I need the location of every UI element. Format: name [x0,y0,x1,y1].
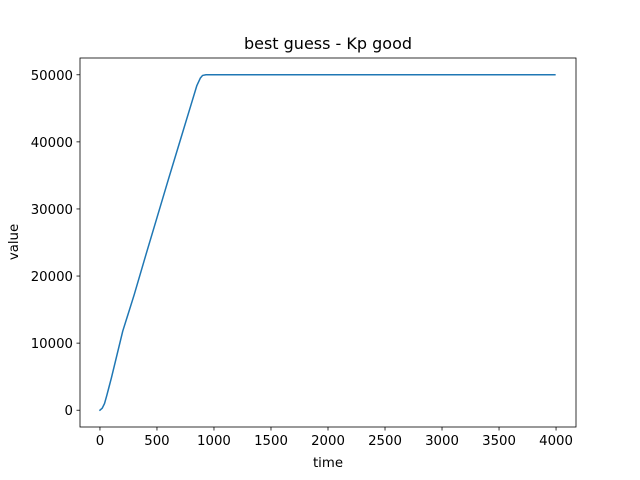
x-tick-label: 500 [144,434,169,449]
x-tick-label: 2500 [368,434,402,449]
y-tick-label: 10000 [31,337,73,352]
x-tick-label: 2000 [311,434,345,449]
chart-title: best guess - Kp good [244,34,412,53]
y-axis-ticks: 0 10000 20000 30000 40000 50000 [31,69,80,419]
y-tick-label: 30000 [31,203,73,218]
x-tick-label: 0 [96,434,104,449]
y-tick-label: 50000 [31,69,73,84]
y-tick-label: 0 [65,404,73,419]
y-tick-label: 40000 [31,136,73,151]
series-line [98,74,556,412]
x-tick-label: 3500 [482,434,516,449]
x-tick-label: 1000 [197,434,231,449]
x-tick-label: 3000 [425,434,459,449]
x-axis-label: time [313,456,343,471]
y-tick-label: 20000 [31,270,73,285]
x-tick-label: 4000 [539,434,573,449]
series-layer [98,74,556,412]
y-axis-label: value [7,224,22,260]
x-tick-label: 1500 [254,434,288,449]
x-axis-ticks: 0 500 1000 1500 2000 2500 3000 3500 4000 [96,427,573,449]
